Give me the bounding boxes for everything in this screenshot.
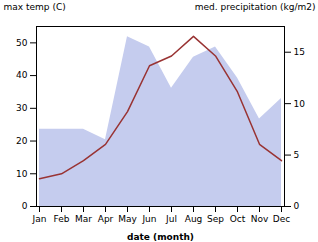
- svg-text:0: 0: [294, 201, 300, 211]
- svg-text:50: 50: [16, 38, 28, 48]
- svg-text:Jul: Jul: [165, 214, 177, 224]
- svg-text:30: 30: [16, 103, 28, 113]
- svg-text:20: 20: [16, 136, 28, 146]
- svg-text:date (month): date (month): [127, 232, 194, 242]
- svg-text:40: 40: [16, 70, 28, 80]
- svg-text:med. precipitation (kg/m2): med. precipitation (kg/m2): [195, 2, 316, 12]
- svg-text:May: May: [118, 214, 137, 224]
- svg-text:0: 0: [22, 201, 28, 211]
- svg-text:10: 10: [16, 169, 28, 179]
- svg-text:10: 10: [294, 99, 306, 109]
- svg-text:Mar: Mar: [75, 214, 92, 224]
- svg-text:Sep: Sep: [207, 214, 224, 224]
- svg-text:5: 5: [294, 150, 300, 160]
- svg-text:max temp (C): max temp (C): [4, 2, 66, 12]
- svg-text:Apr: Apr: [98, 214, 114, 224]
- svg-text:Dec: Dec: [273, 214, 290, 224]
- svg-text:Nov: Nov: [251, 214, 269, 224]
- svg-text:Feb: Feb: [54, 214, 70, 224]
- svg-text:Aug: Aug: [185, 214, 203, 224]
- svg-text:15: 15: [294, 47, 305, 57]
- svg-text:Jun: Jun: [141, 214, 156, 224]
- svg-text:Jan: Jan: [32, 214, 47, 224]
- svg-text:Oct: Oct: [230, 214, 246, 224]
